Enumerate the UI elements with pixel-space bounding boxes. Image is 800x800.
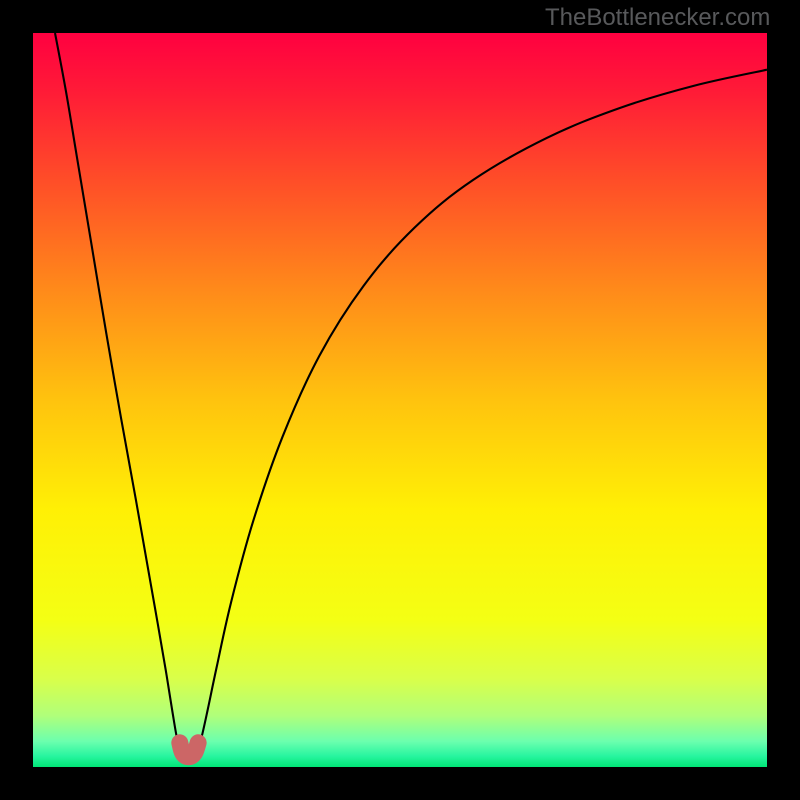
series-cup_bottom [180,743,198,757]
series-right_branch [197,70,767,752]
series-left_branch [55,33,181,752]
plot-area [33,33,767,767]
watermark-text: TheBottlenecker.com [545,4,770,32]
chart-svg [33,33,767,767]
